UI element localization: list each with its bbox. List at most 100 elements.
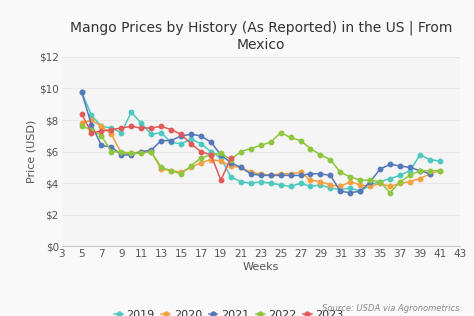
2020	[318, 180, 323, 184]
2019	[228, 175, 234, 179]
2022	[417, 169, 423, 173]
2019	[158, 131, 164, 135]
2023	[109, 128, 114, 131]
2020	[168, 169, 174, 173]
2020	[148, 150, 154, 154]
2021	[318, 172, 323, 176]
2020	[288, 172, 293, 176]
2022	[367, 178, 373, 182]
2020	[337, 185, 343, 188]
Line: 2019: 2019	[79, 89, 442, 193]
Line: 2021: 2021	[79, 89, 432, 195]
2021	[357, 189, 363, 193]
2019	[188, 137, 194, 141]
2020	[99, 125, 104, 128]
2022	[238, 150, 244, 154]
2021	[377, 167, 383, 171]
2020	[437, 169, 443, 173]
2021	[89, 123, 94, 127]
2022	[168, 169, 174, 173]
2022	[268, 140, 273, 144]
2022	[99, 134, 104, 138]
2019	[397, 173, 403, 177]
Legend: 2019, 2020, 2021, 2022, 2023: 2019, 2020, 2021, 2022, 2023	[110, 305, 348, 316]
2021	[218, 153, 224, 157]
X-axis label: Weeks: Weeks	[243, 262, 279, 272]
2022	[198, 156, 204, 160]
2020	[128, 151, 134, 155]
2021	[208, 140, 214, 144]
2019	[377, 180, 383, 184]
2020	[138, 150, 144, 154]
2019	[238, 180, 244, 184]
2020	[89, 118, 94, 122]
2019	[328, 186, 333, 190]
2022	[328, 158, 333, 161]
2019	[99, 125, 104, 128]
2022	[407, 173, 413, 177]
2022	[148, 150, 154, 154]
2019	[337, 188, 343, 191]
2020	[238, 166, 244, 169]
Y-axis label: Price (USD): Price (USD)	[26, 120, 36, 183]
2022	[288, 136, 293, 139]
2019	[298, 181, 303, 185]
2021	[258, 173, 264, 177]
2020	[347, 180, 353, 184]
2020	[228, 164, 234, 168]
2021	[308, 172, 313, 176]
2019	[268, 181, 273, 185]
2021	[347, 191, 353, 195]
2023	[188, 142, 194, 146]
2022	[109, 150, 114, 154]
2021	[148, 148, 154, 152]
2021	[268, 173, 273, 177]
2019	[89, 113, 94, 117]
2021	[397, 164, 403, 168]
2019	[109, 126, 114, 130]
2023	[118, 126, 124, 130]
2023	[168, 128, 174, 131]
2019	[118, 131, 124, 135]
Text: Source: USDA via Agronometrics: Source: USDA via Agronometrics	[322, 304, 460, 313]
2021	[79, 90, 84, 94]
2020	[109, 132, 114, 136]
2020	[298, 170, 303, 174]
2019	[367, 183, 373, 187]
2022	[308, 147, 313, 150]
2022	[228, 158, 234, 161]
2022	[188, 164, 194, 168]
2020	[178, 170, 184, 174]
2020	[397, 181, 403, 185]
2020	[218, 159, 224, 163]
2022	[387, 191, 393, 195]
2020	[328, 183, 333, 187]
2021	[158, 139, 164, 143]
2022	[138, 151, 144, 155]
2022	[158, 166, 164, 169]
2022	[337, 170, 343, 174]
2019	[347, 186, 353, 190]
2022	[79, 125, 84, 128]
2022	[377, 180, 383, 184]
2021	[387, 162, 393, 166]
2020	[357, 183, 363, 187]
2023	[208, 153, 214, 157]
2021	[228, 161, 234, 165]
2023	[198, 150, 204, 154]
2022	[427, 169, 433, 173]
2020	[79, 121, 84, 125]
2021	[248, 172, 254, 176]
2023	[89, 131, 94, 135]
2022	[357, 178, 363, 182]
Line: 2023: 2023	[79, 112, 233, 182]
2022	[298, 139, 303, 143]
2023	[148, 126, 154, 130]
2021	[427, 172, 433, 176]
2020	[407, 180, 413, 184]
2019	[318, 183, 323, 187]
2022	[118, 150, 124, 154]
2019	[417, 153, 423, 157]
2021	[99, 143, 104, 147]
2021	[417, 169, 423, 173]
